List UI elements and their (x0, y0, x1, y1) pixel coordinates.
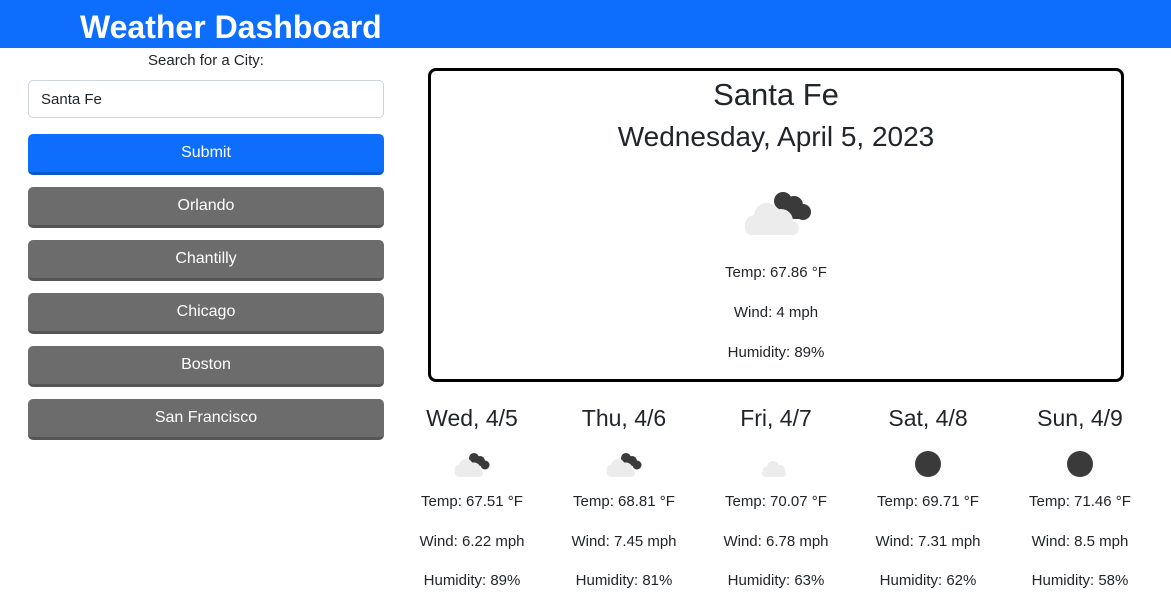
current-date: Wednesday, April 5, 2023 (617, 121, 935, 152)
broken-clouds-icon (745, 192, 811, 235)
forecast-wind: Wind: 6.78 mph (723, 533, 829, 550)
broken-clouds-icon (454, 453, 490, 477)
forecast-temp: Temp: 70.07 °F (725, 493, 827, 510)
forecast-temp: Temp: 69.71 °F (877, 493, 979, 510)
forecast-date: Fri, 4/7 (740, 405, 812, 431)
city-search-input[interactable] (28, 80, 384, 118)
submit-button[interactable]: Submit (28, 134, 384, 175)
current-temp: Temp: 67.86 °F (725, 264, 827, 281)
forecast-temp: Temp: 67.51 °F (421, 493, 523, 510)
history-button-chantilly[interactable]: Chantilly (28, 240, 384, 281)
history-button-boston[interactable]: Boston (28, 346, 384, 387)
forecast-temp: Temp: 68.81 °F (573, 493, 675, 510)
forecast-temp: Temp: 71.46 °F (1029, 493, 1131, 510)
clear-night-icon (1067, 451, 1093, 477)
current-wind: Wind: 4 mph (733, 304, 819, 321)
app-header: Weather Dashboard (0, 0, 1171, 48)
current-city: Santa Fe (713, 77, 839, 112)
forecast-humidity: Humidity: 63% (727, 572, 825, 589)
forecast-humidity: Humidity: 62% (879, 572, 977, 589)
forecast-humidity: Humidity: 81% (575, 572, 673, 589)
forecast-humidity: Humidity: 89% (423, 572, 521, 589)
forecast-wind: Wind: 7.45 mph (571, 533, 677, 550)
history-button-san-francisco[interactable]: San Francisco (28, 399, 384, 440)
search-label: Search for a City: (148, 52, 264, 69)
forecast-date: Sun, 4/9 (1037, 405, 1123, 431)
broken-clouds-icon (606, 453, 642, 477)
few-clouds-icon (762, 461, 786, 477)
forecast-wind: Wind: 6.22 mph (419, 533, 525, 550)
app-title: Weather Dashboard (80, 9, 382, 45)
forecast-wind: Wind: 8.5 mph (1031, 533, 1129, 550)
clear-night-icon (915, 451, 941, 477)
current-weather-card: Santa Fe Wednesday, April 5, 2023 Temp: … (428, 68, 1124, 382)
forecast-date: Sat, 4/8 (888, 405, 968, 431)
current-humidity: Humidity: 89% (727, 344, 825, 361)
history-button-orlando[interactable]: Orlando (28, 187, 384, 228)
forecast-date: Wed, 4/5 (426, 405, 518, 431)
history-button-chicago[interactable]: Chicago (28, 293, 384, 334)
forecast-wind: Wind: 7.31 mph (875, 533, 981, 550)
forecast-humidity: Humidity: 58% (1031, 572, 1129, 589)
forecast-date: Thu, 4/6 (581, 405, 667, 431)
